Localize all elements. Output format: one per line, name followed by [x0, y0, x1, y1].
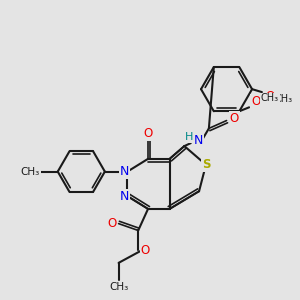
- Text: O: O: [251, 95, 261, 108]
- Text: N: N: [120, 165, 129, 178]
- Text: O: O: [140, 244, 150, 256]
- Text: CH₃: CH₃: [109, 282, 128, 292]
- Text: O: O: [143, 127, 153, 140]
- Text: CH₃: CH₃: [274, 94, 292, 104]
- Text: S: S: [202, 158, 210, 171]
- Text: CH₃: CH₃: [21, 167, 40, 177]
- Text: N: N: [120, 190, 129, 202]
- Text: CH₃: CH₃: [261, 94, 279, 103]
- Text: O: O: [107, 217, 116, 230]
- Text: H: H: [184, 132, 193, 142]
- Text: O: O: [230, 112, 239, 125]
- Text: O: O: [265, 89, 274, 103]
- Text: N: N: [194, 134, 203, 147]
